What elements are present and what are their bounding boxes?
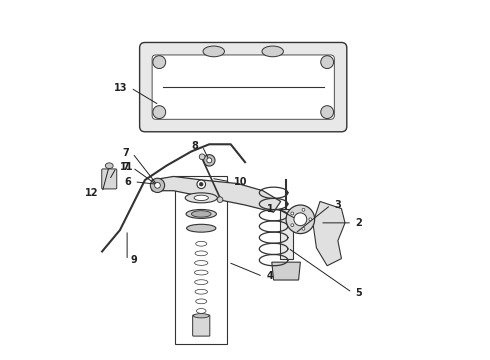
- FancyBboxPatch shape: [140, 42, 347, 132]
- Text: 4: 4: [267, 271, 273, 282]
- Circle shape: [321, 56, 334, 68]
- Text: 9: 9: [131, 255, 137, 265]
- FancyBboxPatch shape: [152, 55, 334, 119]
- Ellipse shape: [203, 46, 224, 57]
- FancyBboxPatch shape: [193, 315, 210, 336]
- Ellipse shape: [105, 163, 113, 168]
- FancyBboxPatch shape: [102, 169, 117, 189]
- Ellipse shape: [194, 314, 209, 318]
- Circle shape: [203, 155, 215, 166]
- Ellipse shape: [195, 261, 208, 265]
- Circle shape: [153, 56, 166, 68]
- Text: 8: 8: [192, 141, 198, 151]
- Text: 12: 12: [85, 188, 98, 198]
- Circle shape: [153, 106, 166, 118]
- Ellipse shape: [195, 280, 208, 284]
- Ellipse shape: [196, 299, 207, 304]
- Text: 3: 3: [334, 200, 341, 210]
- Circle shape: [291, 224, 294, 226]
- Polygon shape: [272, 262, 300, 280]
- Circle shape: [302, 208, 305, 211]
- Ellipse shape: [195, 289, 207, 294]
- Circle shape: [197, 180, 205, 189]
- Circle shape: [150, 178, 165, 193]
- Ellipse shape: [194, 195, 208, 201]
- Ellipse shape: [186, 210, 217, 219]
- Circle shape: [199, 183, 203, 186]
- Circle shape: [155, 183, 160, 188]
- Circle shape: [291, 212, 294, 215]
- Ellipse shape: [262, 46, 283, 57]
- Ellipse shape: [195, 251, 207, 256]
- Text: 2: 2: [356, 218, 363, 228]
- Text: 6: 6: [124, 177, 131, 187]
- Text: 10: 10: [234, 177, 248, 187]
- Polygon shape: [313, 202, 345, 266]
- Text: 7: 7: [122, 162, 129, 172]
- Polygon shape: [152, 176, 281, 212]
- Ellipse shape: [185, 193, 218, 203]
- Circle shape: [321, 106, 334, 118]
- Text: 1: 1: [267, 203, 273, 213]
- Bar: [280, 208, 293, 258]
- Circle shape: [294, 213, 307, 226]
- Text: 13: 13: [114, 83, 127, 93]
- Ellipse shape: [196, 309, 206, 313]
- Circle shape: [207, 158, 212, 163]
- Circle shape: [309, 218, 312, 221]
- Ellipse shape: [195, 270, 208, 275]
- Ellipse shape: [187, 224, 216, 232]
- Ellipse shape: [192, 211, 211, 217]
- Text: 7: 7: [122, 148, 129, 158]
- Circle shape: [217, 197, 223, 203]
- Circle shape: [286, 205, 315, 234]
- Bar: [175, 176, 227, 344]
- Ellipse shape: [196, 241, 207, 246]
- Circle shape: [199, 154, 205, 159]
- Circle shape: [302, 228, 305, 230]
- Text: 5: 5: [356, 288, 363, 297]
- Text: 11: 11: [120, 162, 133, 172]
